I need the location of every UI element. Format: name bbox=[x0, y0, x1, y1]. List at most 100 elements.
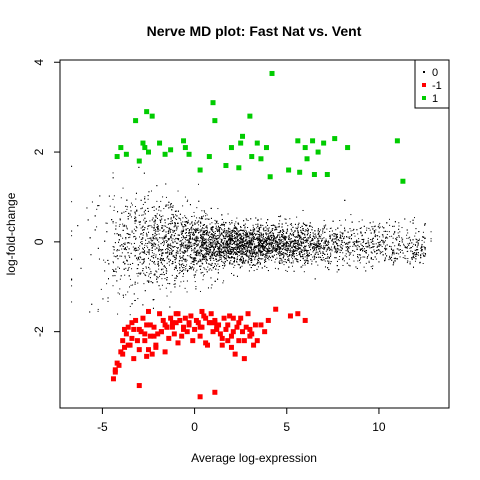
point-0 bbox=[201, 253, 203, 255]
point-0 bbox=[195, 286, 197, 288]
point-0 bbox=[325, 250, 327, 252]
point-0 bbox=[112, 261, 114, 263]
point-0 bbox=[200, 225, 202, 227]
point-0 bbox=[406, 246, 408, 248]
point-0 bbox=[286, 229, 288, 231]
point-0 bbox=[247, 234, 249, 236]
point-0 bbox=[324, 260, 326, 262]
point-0 bbox=[262, 247, 264, 249]
point-0 bbox=[126, 246, 128, 248]
point-0 bbox=[379, 222, 381, 224]
point-0 bbox=[203, 247, 205, 249]
point-0 bbox=[326, 244, 328, 246]
point-0 bbox=[179, 252, 181, 254]
point-0 bbox=[282, 249, 284, 251]
point-0 bbox=[231, 243, 233, 245]
point-0 bbox=[203, 254, 205, 256]
point-0 bbox=[245, 246, 247, 248]
point-0 bbox=[244, 240, 246, 242]
point-0 bbox=[343, 236, 345, 238]
point-0 bbox=[244, 223, 246, 225]
point-0 bbox=[241, 260, 243, 262]
point-0 bbox=[154, 235, 156, 237]
point-0 bbox=[260, 253, 262, 255]
point-0 bbox=[203, 228, 205, 230]
point-0 bbox=[160, 259, 162, 261]
point-0 bbox=[413, 254, 415, 256]
point-0 bbox=[115, 222, 117, 224]
point-0 bbox=[202, 250, 204, 252]
point-0 bbox=[347, 250, 349, 252]
point-0 bbox=[278, 239, 280, 241]
point-0 bbox=[252, 233, 254, 235]
point-0 bbox=[166, 241, 168, 243]
point-0 bbox=[262, 246, 264, 248]
point-0 bbox=[71, 235, 73, 237]
point-0 bbox=[159, 229, 161, 231]
point-0 bbox=[358, 221, 360, 223]
point-0 bbox=[219, 255, 221, 257]
point-0 bbox=[412, 256, 414, 258]
point-0 bbox=[179, 240, 181, 242]
point-0 bbox=[372, 221, 374, 223]
point-0 bbox=[335, 241, 337, 243]
point-0 bbox=[242, 252, 244, 254]
point-0 bbox=[109, 205, 111, 207]
point-0 bbox=[335, 241, 337, 243]
point-0 bbox=[189, 246, 191, 248]
point-0 bbox=[105, 222, 107, 224]
point-0 bbox=[154, 263, 156, 265]
point-0 bbox=[252, 239, 254, 241]
point-0 bbox=[356, 247, 358, 249]
point-0 bbox=[123, 211, 125, 213]
point-0 bbox=[243, 247, 245, 249]
point-0 bbox=[139, 224, 141, 226]
point-0 bbox=[399, 249, 401, 251]
point-0 bbox=[217, 245, 219, 247]
point-0 bbox=[163, 236, 165, 238]
point-0 bbox=[186, 235, 188, 237]
point-0 bbox=[278, 225, 280, 227]
point-0 bbox=[335, 234, 337, 236]
point-0 bbox=[281, 238, 283, 240]
point-0 bbox=[379, 226, 381, 228]
point-0 bbox=[168, 264, 170, 266]
point-0 bbox=[237, 244, 239, 246]
point-0 bbox=[187, 219, 189, 221]
point-0 bbox=[322, 238, 324, 240]
point-0 bbox=[280, 242, 282, 244]
point-0 bbox=[219, 227, 221, 229]
point-0 bbox=[232, 229, 234, 231]
point-0 bbox=[379, 241, 381, 243]
point-0 bbox=[182, 205, 184, 207]
point-0 bbox=[281, 259, 283, 261]
point-0 bbox=[236, 257, 238, 259]
point-0 bbox=[210, 227, 212, 229]
point-0 bbox=[193, 250, 195, 252]
point-0 bbox=[153, 255, 155, 257]
point-0 bbox=[188, 240, 190, 242]
point-0 bbox=[173, 217, 175, 219]
point-0 bbox=[137, 298, 139, 300]
point-0 bbox=[258, 250, 260, 252]
point-0 bbox=[262, 233, 264, 235]
point-0 bbox=[252, 224, 254, 226]
point-0 bbox=[183, 246, 185, 248]
point-0 bbox=[424, 249, 426, 251]
point-0 bbox=[300, 250, 302, 252]
point-0 bbox=[210, 287, 212, 289]
point-0 bbox=[279, 246, 281, 248]
point-0 bbox=[160, 250, 162, 252]
point-0 bbox=[175, 277, 177, 279]
point-0 bbox=[162, 227, 164, 229]
point-0 bbox=[166, 262, 168, 264]
point-0 bbox=[193, 228, 195, 230]
point-0 bbox=[215, 225, 217, 227]
point-0 bbox=[262, 248, 264, 250]
point-0 bbox=[205, 212, 207, 214]
point-0 bbox=[265, 247, 267, 249]
point-0 bbox=[147, 247, 149, 249]
point-0 bbox=[175, 229, 177, 231]
point-0 bbox=[348, 241, 350, 243]
point-0 bbox=[220, 258, 222, 260]
